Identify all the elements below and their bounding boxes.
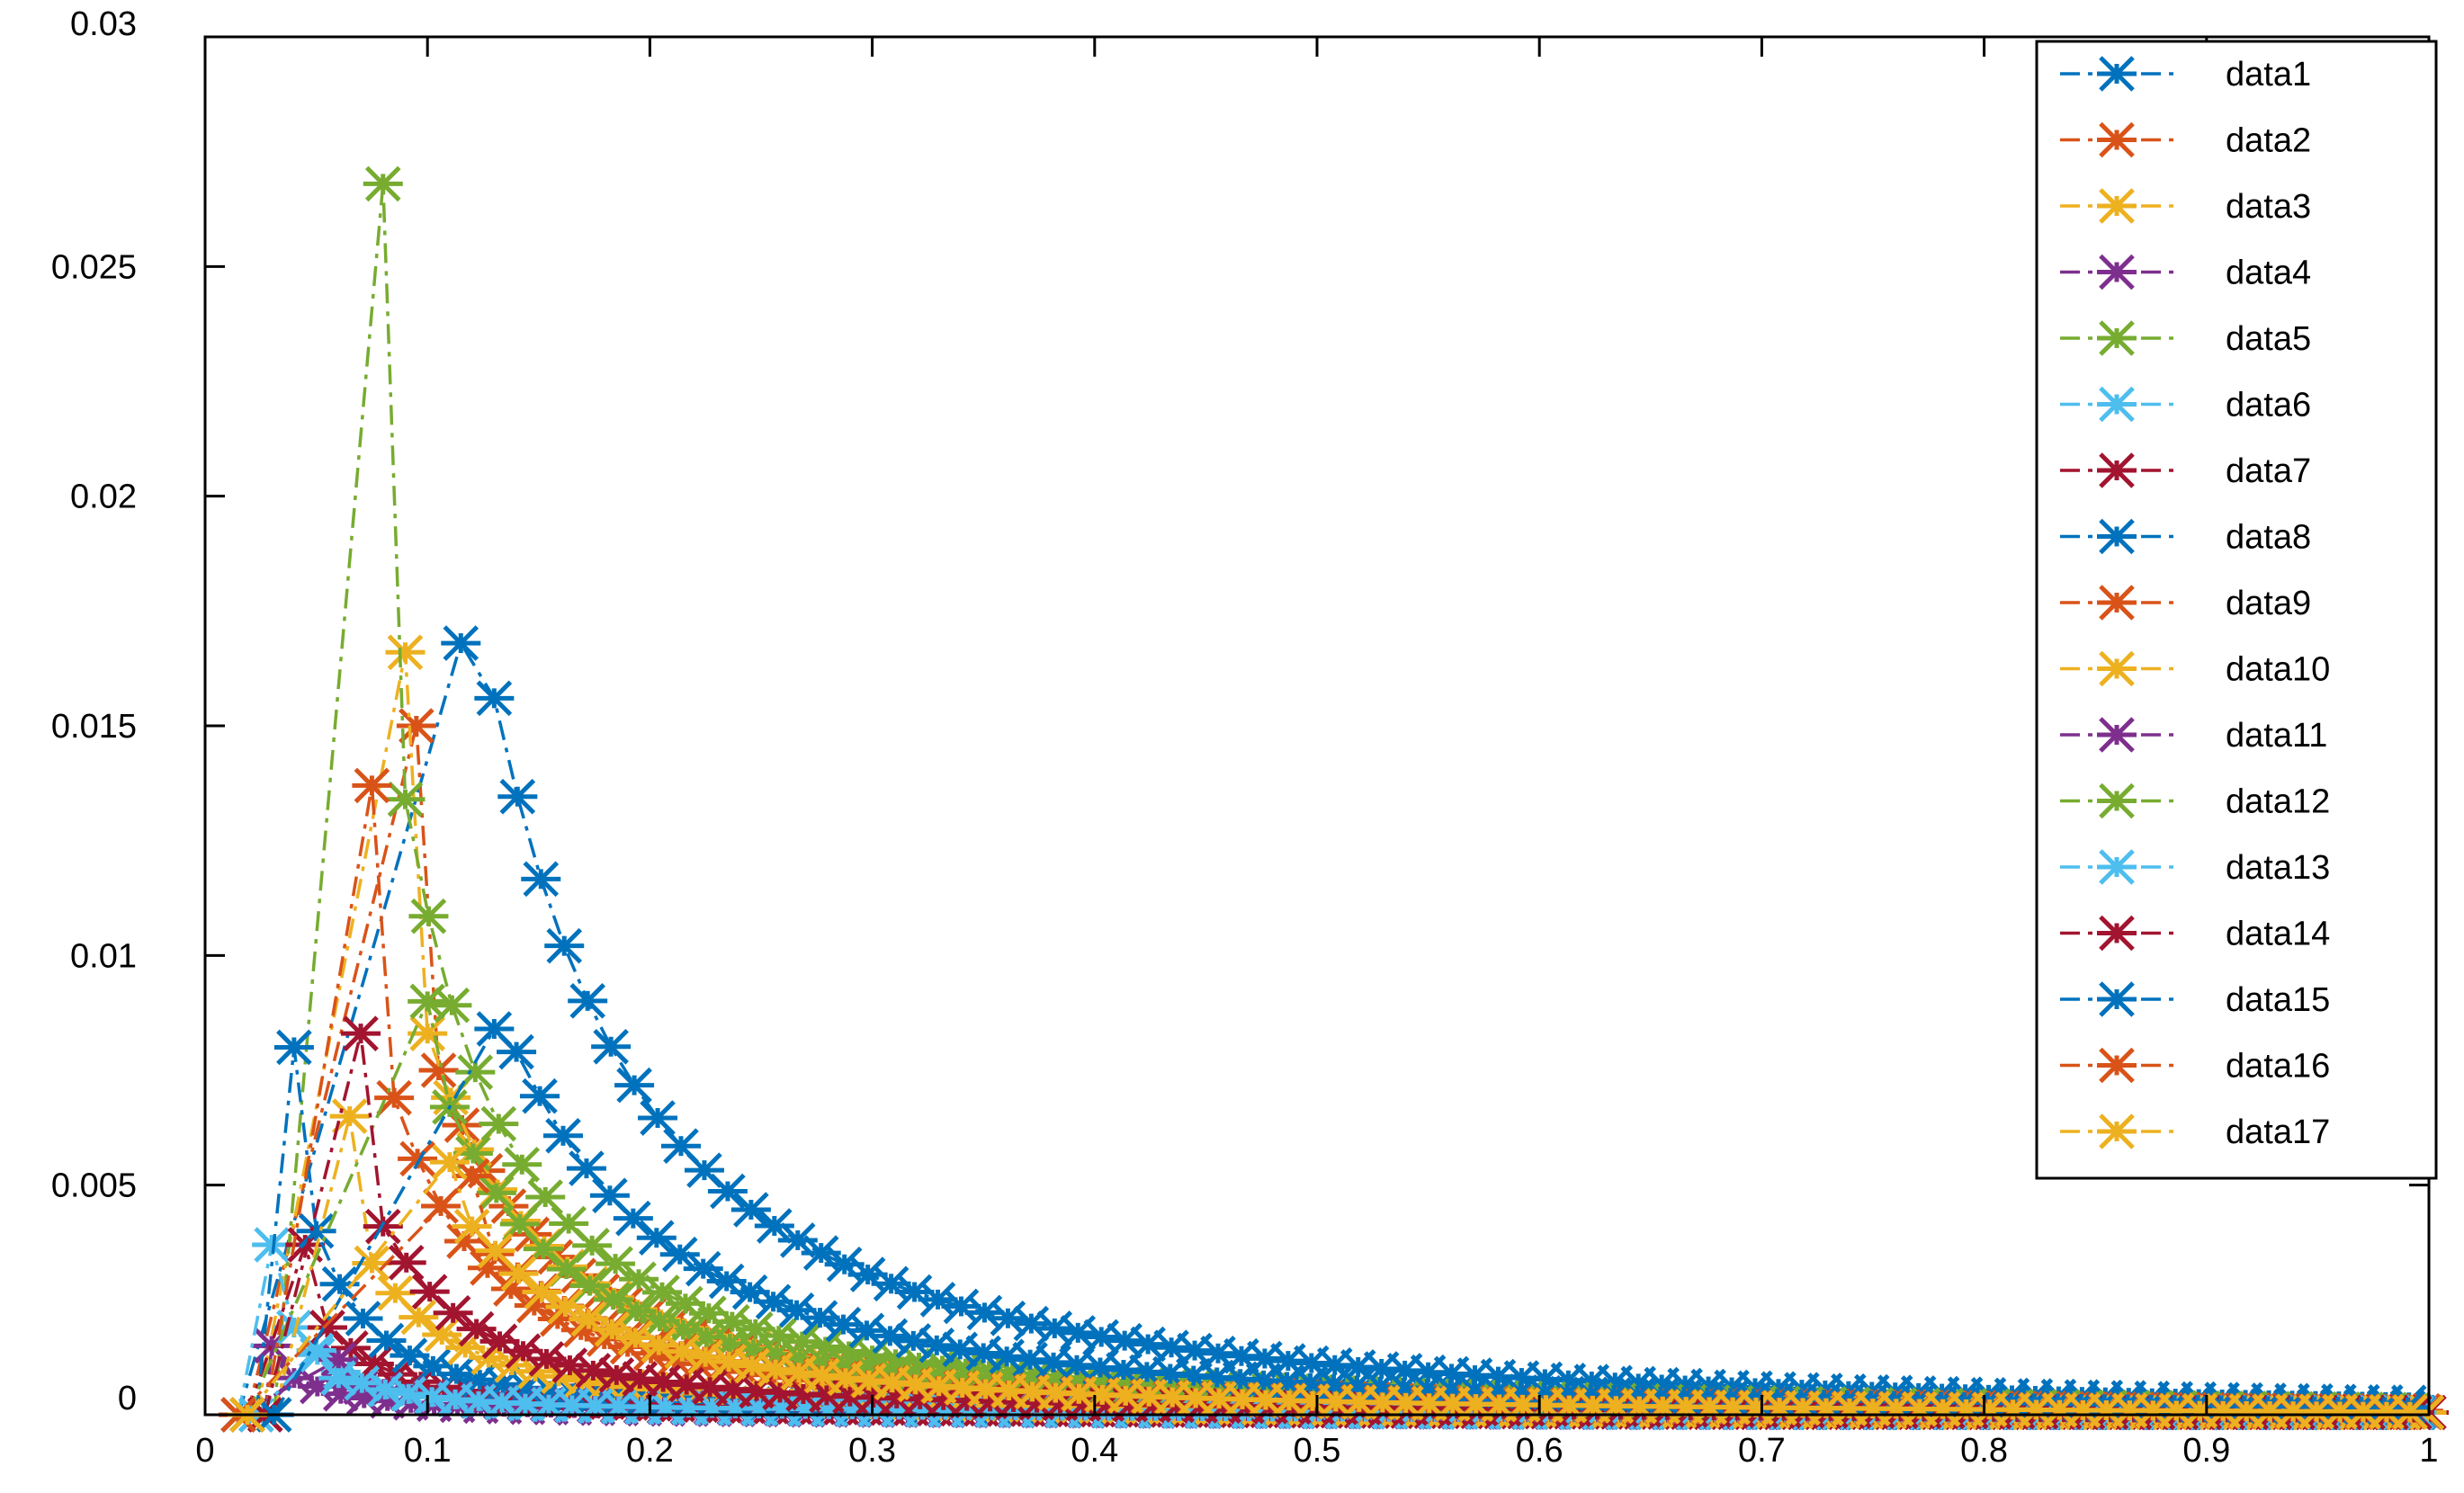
legend-label: data14 [2226,916,2330,953]
legend-label: data6 [2226,387,2311,425]
y-tick-label: 0.01 [70,937,137,975]
y-tick-label: 0.02 [70,478,137,516]
legend-label: data15 [2226,981,2330,1019]
x-tick-label: 0.2 [626,1432,674,1470]
legend-label: data1 [2226,56,2311,94]
legend: data1 data2 data3 data4 data5 data6 data7 data8… [2037,41,2436,1178]
y-tick-label: 0 [118,1380,137,1417]
x-tick-label: 0 [195,1432,214,1470]
legend-label: data16 [2226,1048,2330,1086]
legend-label: data9 [2226,585,2311,622]
x-tick-label: 0.4 [1071,1432,1118,1470]
x-tick-label: 0.3 [848,1432,896,1470]
x-tick-label: 0.9 [2182,1432,2230,1470]
legend-label: data10 [2226,651,2330,689]
legend-label: data3 [2226,188,2311,226]
y-tick-label: 0.025 [51,248,137,286]
legend-label: data11 [2226,717,2327,755]
x-tick-label: 0.5 [1294,1432,1341,1470]
legend-label: data4 [2226,255,2311,292]
legend-label: data12 [2226,783,2330,821]
legend-label: data13 [2226,849,2330,887]
y-tick-label: 0.015 [51,708,137,746]
x-tick-label: 0.7 [1738,1432,1786,1470]
legend-label: data2 [2226,122,2311,160]
legend-label: data7 [2226,452,2311,490]
x-tick-label: 0.6 [1516,1432,1564,1470]
y-tick-label: 0.005 [51,1167,137,1205]
legend-label: data5 [2226,320,2311,358]
x-tick-label: 1 [2419,1432,2438,1470]
x-tick-label: 0.1 [404,1432,452,1470]
x-tick-label: 0.8 [1960,1432,2008,1470]
legend-label: data8 [2226,519,2311,557]
legend-label: data17 [2226,1113,2330,1151]
y-tick-label: 0.03 [70,5,137,43]
